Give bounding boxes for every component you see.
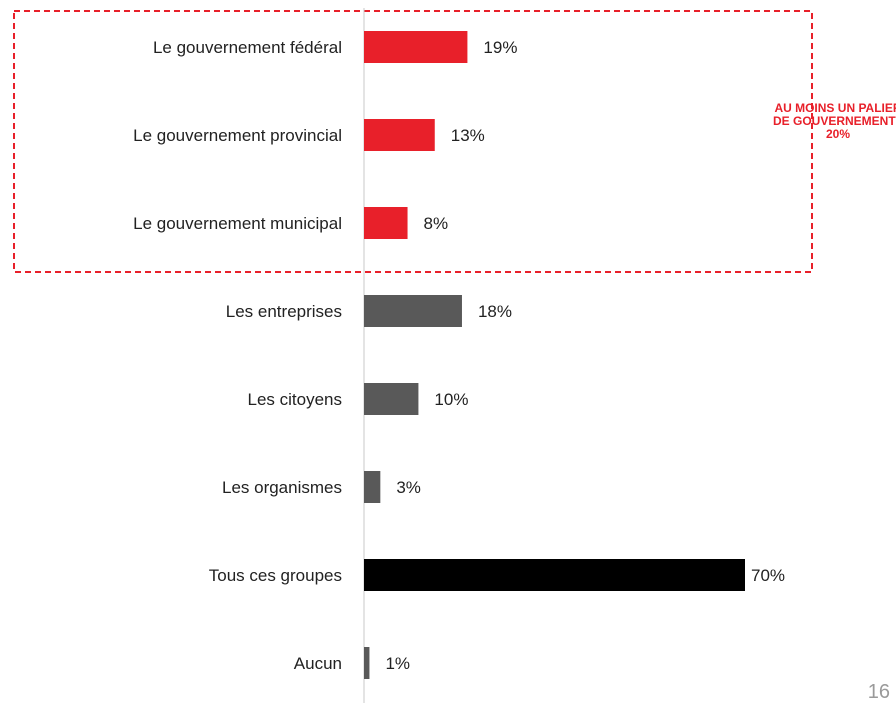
- value-label: 70%: [751, 566, 785, 585]
- bar: [364, 383, 419, 415]
- category-label: Les organismes: [222, 478, 342, 497]
- callout-line: AU MOINS UN PALIER: [774, 101, 896, 115]
- value-label: 3%: [396, 478, 421, 497]
- category-label: Les entreprises: [226, 302, 342, 321]
- bar: [364, 471, 381, 503]
- page-number: 16: [868, 681, 890, 703]
- bar: [364, 295, 462, 327]
- value-label: 19%: [483, 38, 517, 57]
- value-label: 13%: [451, 126, 485, 145]
- value-label: 1%: [385, 654, 410, 673]
- value-label: 8%: [424, 214, 449, 233]
- bars-layer: Le gouvernement fédéral 19% Le gouvernemen…: [133, 31, 785, 679]
- category-label: Aucun: [294, 654, 342, 673]
- category-label: Le gouvernement provincial: [133, 126, 342, 145]
- bar: [364, 559, 745, 591]
- value-label: 10%: [434, 390, 468, 409]
- bar: [364, 119, 435, 151]
- callout-line: DE GOUVERNEMENT :: [773, 114, 896, 128]
- callout-line: 20%: [826, 127, 850, 141]
- bar: [364, 31, 468, 63]
- category-label: Le gouvernement municipal: [133, 214, 342, 233]
- bar: [364, 647, 370, 679]
- government-callout: AU MOINS UN PALIER DE GOUVERNEMENT :20%: [773, 101, 896, 141]
- bar: [364, 207, 408, 239]
- category-label: Les citoyens: [248, 390, 343, 409]
- value-label: 18%: [478, 302, 512, 321]
- category-label: Le gouvernement fédéral: [153, 38, 342, 57]
- category-label: Tous ces groupes: [209, 566, 342, 585]
